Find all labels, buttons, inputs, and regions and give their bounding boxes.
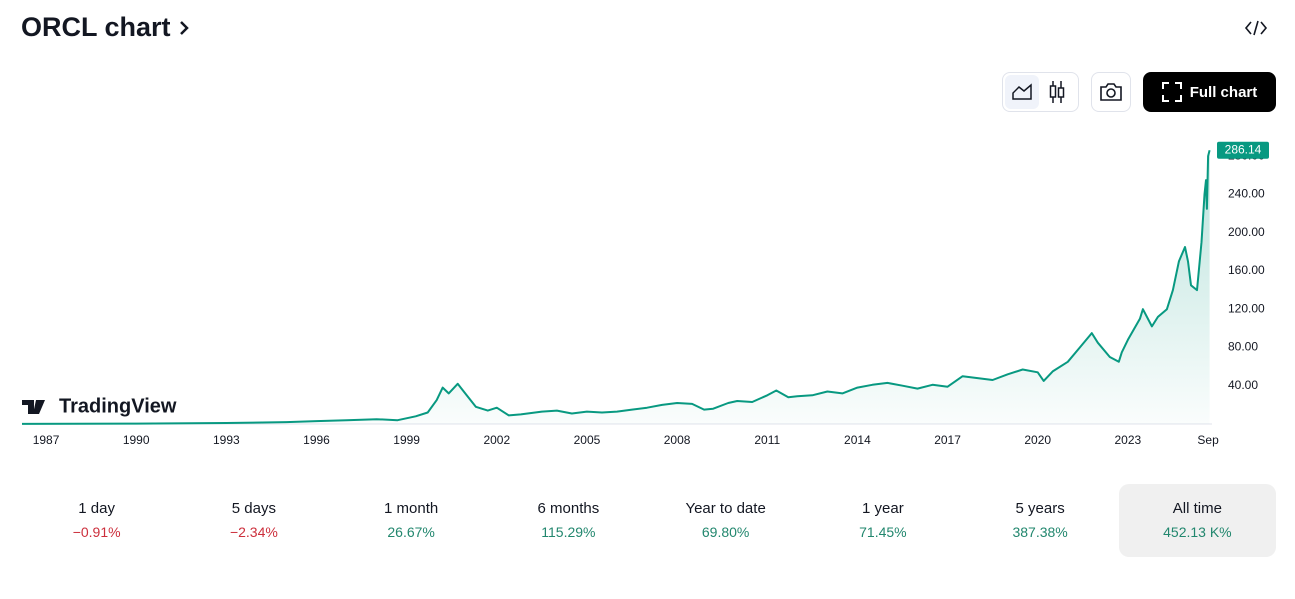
x-tick-label: 1993 [213,433,240,447]
x-tick-label: 2023 [1115,433,1142,447]
y-tick-label: 240.00 [1228,187,1265,201]
snapshot-button[interactable] [1091,72,1131,112]
period-label[interactable]: 1 month [384,500,439,517]
x-tick-label: 2011 [754,433,780,447]
chart-style-group [1002,72,1079,112]
y-tick-label: 40.00 [1228,378,1258,392]
period-tab[interactable]: 1 day −0.91% [18,484,175,557]
last-price-label: 286.14 [1225,142,1262,156]
period-label[interactable]: 1 year [862,500,904,517]
full-chart-button[interactable]: Full chart [1143,72,1276,112]
y-tick-label: 200.00 [1228,225,1265,239]
logo: TradingView [22,395,177,417]
y-tick-label: 120.00 [1228,301,1265,315]
period-change[interactable]: 71.45% [859,524,907,540]
period-label[interactable]: All time [1172,500,1222,517]
title-text[interactable]: ORCL chart [21,12,171,42]
period-tab[interactable]: Year to date 69.80% [647,484,804,557]
period-tab[interactable]: 6 months 115.29% [490,484,647,557]
period-tab[interactable]: All time 452.13 K% [1118,484,1276,557]
watermark: TradingView [59,395,177,417]
period-tab[interactable]: 5 days −2.34% [175,484,332,557]
period-tab[interactable]: 1 month 26.67% [333,484,490,557]
title[interactable]: ORCL chart [21,12,190,43]
x-tick-label: 2014 [844,433,871,447]
period-change[interactable]: 26.67% [387,524,435,540]
period-change[interactable]: 69.80% [701,524,750,540]
area-fill [22,150,1210,425]
period-label[interactable]: 1 day [78,500,115,517]
last-price-tag [1217,141,1269,159]
camera-icon [1100,83,1122,101]
full-chart-label[interactable]: Full chart [1189,83,1258,101]
x-tick-label: 1996 [303,433,330,447]
period-change[interactable]: 387.38% [1012,524,1068,540]
fullscreen-icon [1161,82,1182,102]
period-label[interactable]: 6 months [537,500,600,517]
period-label[interactable]: 5 years [1015,500,1065,517]
x-tick-label: 2005 [574,433,601,447]
x-tick-label: 2002 [483,433,510,447]
x-tick-label: 2020 [1024,433,1051,447]
period-tab[interactable]: 1 year 71.45% [804,484,961,557]
price-line [21,150,1211,425]
period-label[interactable]: Year to date [685,500,766,517]
x-tick-label: 1999 [393,433,420,447]
period-tab[interactable]: 5 years 387.38% [962,484,1119,557]
period-change[interactable]: −0.91% [72,524,121,540]
x-tick-label: 2017 [934,433,961,447]
x-tick-label: Sep [1197,433,1219,447]
x-tick-label: 2008 [664,433,691,447]
period-change[interactable]: −2.34% [229,524,278,540]
x-tick-label: 1990 [123,433,150,447]
style-icons[interactable] [1003,73,1078,111]
chevron [180,21,189,35]
period-label[interactable]: 5 days [231,500,276,517]
period-change[interactable]: 115.29% [541,524,596,540]
chart: TradingView 1987 1990 1993 1996 1999 2002 2005… [21,141,1269,447]
embed-icon[interactable] [1244,18,1268,38]
period-change[interactable]: 452.13 K% [1163,524,1232,540]
x-tick-label: 1987 [33,433,60,447]
period-bar: 1 day −0.91% 5 days −2.34% 1 month 26.67% 6 mo… [18,484,1276,557]
y-tick-label: 80.00 [1228,340,1258,354]
y-tick-label: 160.00 [1228,263,1265,277]
